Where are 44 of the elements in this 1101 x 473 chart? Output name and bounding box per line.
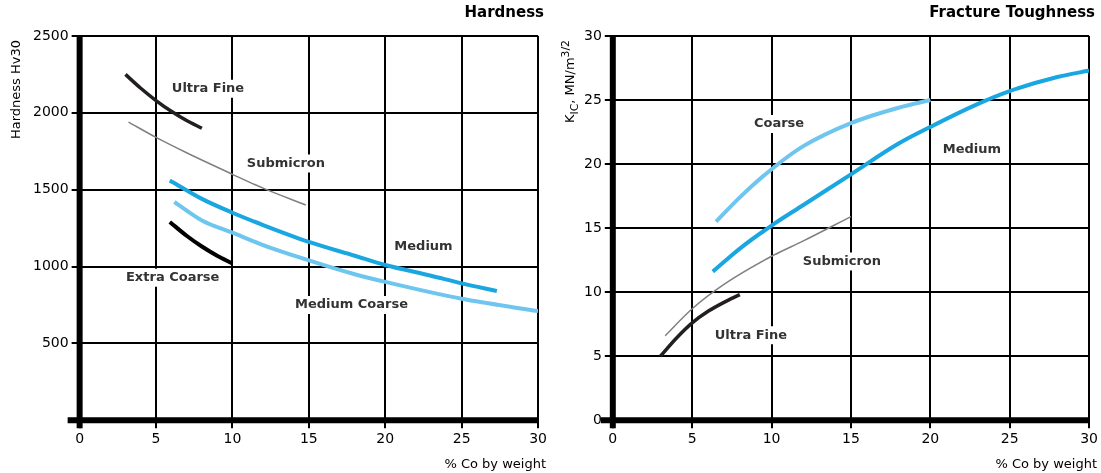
x-tick-label: 0 (75, 430, 85, 447)
line-series (167, 178, 499, 294)
y-tick-label: 2000 (32, 103, 69, 120)
x-tick-label: 20 (921, 430, 940, 447)
x-axis-title: % Co by weight (995, 456, 1097, 471)
series-label: Submicron (802, 252, 882, 268)
line-series (172, 199, 539, 314)
line-series (710, 68, 1090, 274)
series-label: Extra Coarse (125, 269, 220, 285)
x-tick-label: 15 (299, 430, 318, 447)
x-tick-label: 25 (1000, 430, 1019, 447)
series-label: Ultra Fine (171, 80, 245, 96)
y-tick-label: 0 (592, 410, 602, 427)
x-tick-label: 10 (762, 430, 781, 447)
x-tick-label: 30 (1080, 430, 1099, 447)
x-tick-label: 5 (687, 430, 697, 447)
y-tick-label: 500 (41, 334, 69, 350)
x-tick-label: 0 (608, 430, 618, 447)
series-label: Medium (942, 140, 1002, 156)
x-tick-label: 15 (842, 430, 860, 447)
y-tick-label: 25 (583, 90, 602, 107)
y-tick-label: 15 (583, 218, 602, 235)
y-tick-label: 1500 (32, 180, 69, 197)
x-tick-label: 10 (223, 430, 242, 447)
x-tick-label: 25 (452, 430, 471, 447)
x-axis-title: % Co by weight (444, 456, 546, 471)
y-tick-label: 30 (583, 26, 602, 43)
series-label: Medium Coarse (294, 296, 409, 312)
y-tick-label: 10 (583, 282, 602, 299)
series-label: Submicron (246, 154, 326, 170)
y-tick-label: 20 (583, 154, 602, 171)
chart-title: Fracture Toughness (929, 2, 1096, 21)
series-label: Coarse (753, 115, 805, 131)
y-tick-label: 2500 (32, 26, 69, 43)
series-label: Ultra Fine (714, 326, 788, 342)
series-label: Medium (394, 237, 453, 253)
y-tick-label: 5 (592, 346, 602, 363)
x-tick-label: 20 (376, 430, 395, 447)
x-tick-label: 5 (151, 430, 161, 447)
x-tick-label: 30 (529, 430, 548, 447)
chart-title: Hardness (464, 2, 545, 21)
line-series (714, 98, 933, 224)
y-axis-title: Hardness Hv30 (8, 39, 23, 139)
y-tick-label: 1000 (32, 257, 69, 274)
